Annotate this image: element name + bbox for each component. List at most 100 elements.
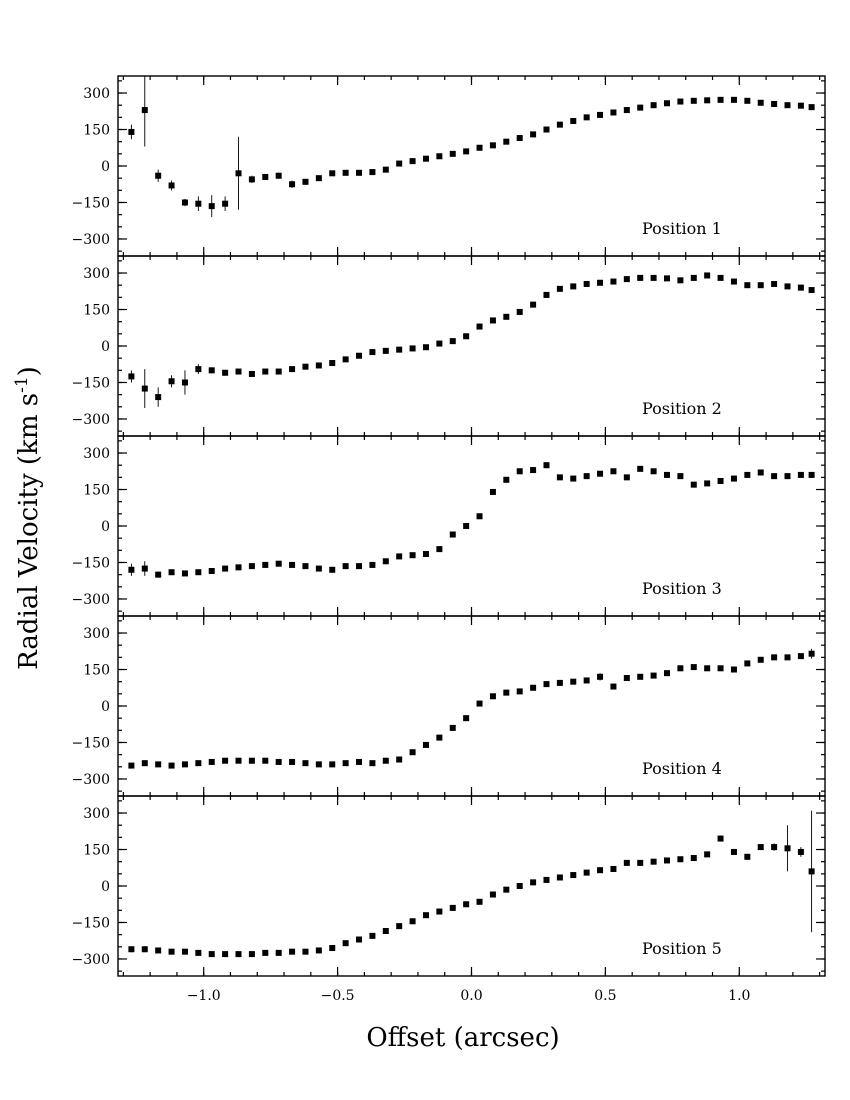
- data-point: [797, 653, 804, 660]
- y-tick-label: −300: [72, 952, 110, 968]
- data-point: [195, 569, 202, 576]
- data-point: [597, 111, 604, 118]
- data-point: [808, 471, 815, 478]
- data-point: [771, 100, 778, 107]
- data-point: [382, 166, 389, 173]
- data-point: [556, 285, 563, 292]
- data-point: [771, 280, 778, 287]
- panel-label: Position 3: [642, 579, 722, 598]
- y-tick-label: −150: [72, 555, 110, 571]
- data-point: [396, 923, 403, 930]
- data-point: [744, 471, 751, 478]
- data-point: [597, 279, 604, 286]
- data-point: [771, 473, 778, 480]
- data-point: [623, 859, 630, 866]
- data-point: [155, 761, 162, 768]
- data-point: [329, 945, 336, 952]
- data-point: [808, 104, 815, 111]
- data-point: [235, 564, 242, 571]
- data-point: [543, 681, 550, 688]
- data-point: [744, 853, 751, 860]
- data-point: [168, 378, 175, 385]
- data-point: [797, 102, 804, 109]
- y-tick-label: −300: [72, 592, 110, 608]
- data-point: [797, 471, 804, 478]
- data-point: [784, 845, 791, 852]
- data-point: [597, 867, 604, 874]
- data-point: [181, 199, 188, 206]
- data-point: [422, 344, 429, 351]
- data-point: [476, 513, 483, 520]
- data-point: [744, 282, 751, 289]
- data-point: [717, 96, 724, 103]
- y-tick-label: 150: [83, 303, 110, 319]
- data-point: [516, 883, 523, 889]
- data-point: [757, 469, 764, 476]
- y-tick-label: 300: [83, 266, 110, 282]
- data-point: [141, 760, 148, 767]
- data-point: [181, 761, 188, 768]
- data-point: [704, 665, 711, 672]
- data-point: [690, 664, 697, 671]
- data-point: [808, 650, 815, 657]
- y-axis-title-close: ): [14, 366, 44, 376]
- data-point: [677, 473, 684, 480]
- data-point: [422, 741, 429, 748]
- data-point: [704, 97, 711, 104]
- data-point: [248, 563, 255, 570]
- data-point: [369, 169, 376, 176]
- data-point: [356, 758, 363, 765]
- data-point: [155, 394, 162, 401]
- data-point: [369, 932, 376, 939]
- data-point: [329, 170, 336, 177]
- data-point: [382, 558, 389, 565]
- x-tick-labels: −1.0 −0.5 0.0 0.5 1.0: [187, 988, 751, 1004]
- data-point: [181, 570, 188, 577]
- data-point: [704, 851, 711, 858]
- data-point: [329, 761, 336, 768]
- y-tick-label: −150: [72, 195, 110, 211]
- data-point: [771, 844, 778, 851]
- data-point: [503, 313, 510, 320]
- data-point: [422, 550, 429, 557]
- data-point: [235, 170, 242, 177]
- data-point: [342, 563, 349, 570]
- data-point: [128, 373, 135, 380]
- y-tick-label: 0: [101, 519, 110, 535]
- data-point: [235, 368, 242, 375]
- data-point: [409, 552, 416, 559]
- data-point: [436, 340, 443, 347]
- data-point: [717, 274, 724, 281]
- y-tick-label: −150: [72, 375, 110, 391]
- data-point: [222, 757, 229, 764]
- data-point: [208, 758, 215, 765]
- data-point: [797, 284, 804, 291]
- data-point: [650, 102, 657, 109]
- y-tick-label: 300: [83, 86, 110, 102]
- y-tick-label: −150: [72, 915, 110, 931]
- data-point: [275, 368, 282, 375]
- y-axis-title: Radial Velocity (km s-1): [12, 366, 44, 670]
- data-point: [168, 948, 175, 955]
- data-point: [663, 100, 670, 107]
- data-point: [744, 97, 751, 104]
- data-point: [583, 677, 590, 684]
- y-tick-label: 300: [83, 626, 110, 642]
- data-point: [503, 689, 510, 696]
- data-point: [489, 317, 496, 324]
- data-point: [302, 363, 309, 370]
- data-point: [315, 761, 322, 768]
- y-tick-label: 150: [83, 123, 110, 139]
- data-point: [275, 172, 282, 179]
- data-point: [302, 563, 309, 570]
- data-point: [623, 474, 630, 481]
- data-point: [556, 679, 563, 686]
- data-point: [382, 347, 389, 354]
- data-point: [784, 283, 791, 290]
- data-point: [396, 553, 403, 560]
- data-point: [289, 948, 296, 955]
- data-point: [342, 760, 349, 767]
- data-point: [730, 848, 737, 855]
- data-point: [503, 886, 510, 893]
- data-point: [516, 135, 523, 142]
